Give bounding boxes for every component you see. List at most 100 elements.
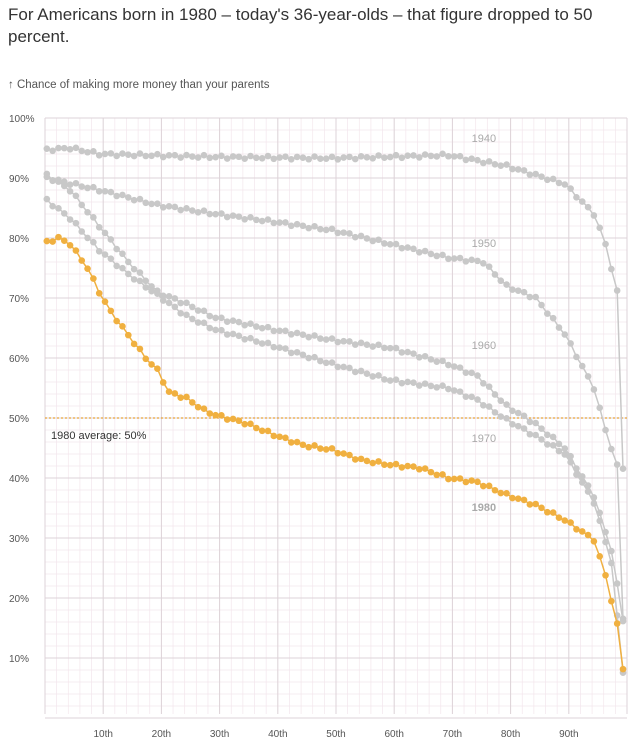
data-point-1980 <box>189 399 196 406</box>
data-point-1950 <box>101 187 109 195</box>
data-point-1940 <box>404 152 411 159</box>
y-tick-label: 90% <box>9 174 29 185</box>
data-point-1970 <box>590 500 598 507</box>
data-point-1960 <box>258 324 266 332</box>
data-point-1980 <box>497 489 505 497</box>
data-point-1960 <box>72 192 80 200</box>
series-label-1960: 1960 <box>472 340 496 352</box>
data-point-1960 <box>212 314 219 322</box>
data-point-1940 <box>276 154 283 161</box>
data-point-1960 <box>194 307 202 314</box>
x-tick-label: 90th <box>559 729 578 740</box>
data-point-1960 <box>60 182 68 190</box>
data-point-1960 <box>555 440 563 448</box>
data-point-1950 <box>613 461 621 468</box>
data-point-1950 <box>264 216 272 223</box>
data-point-1950 <box>549 314 557 322</box>
data-point-1940 <box>602 240 609 248</box>
data-point-1980 <box>346 451 353 459</box>
data-point-1950 <box>532 293 539 301</box>
data-point-1980 <box>305 443 313 451</box>
data-point-1960 <box>369 343 377 350</box>
data-point-1970 <box>317 357 324 365</box>
data-point-1960 <box>544 431 551 439</box>
data-point-1970 <box>398 379 406 387</box>
data-point-1970 <box>229 330 237 338</box>
data-point-1980 <box>311 442 318 449</box>
data-point-1940 <box>608 265 615 273</box>
data-point-1940 <box>538 173 545 180</box>
data-point-1970 <box>596 517 604 525</box>
data-point-1980 <box>381 461 388 469</box>
data-point-1980 <box>194 403 202 411</box>
data-point-1960 <box>43 170 51 178</box>
data-point-1950 <box>165 203 173 210</box>
data-point-1950 <box>485 263 493 270</box>
data-point-1980 <box>43 237 51 245</box>
data-point-1960 <box>107 236 115 243</box>
data-point-1960 <box>328 335 336 342</box>
data-point-1940 <box>159 153 167 161</box>
series-label-1970: 1970 <box>472 433 496 445</box>
data-point-1970 <box>328 359 336 366</box>
data-point-1970 <box>258 340 266 347</box>
data-point-1960 <box>276 327 283 335</box>
data-point-1970 <box>165 299 173 307</box>
data-point-1970 <box>287 349 295 357</box>
data-point-1940 <box>287 155 295 163</box>
data-point-1970 <box>346 364 353 372</box>
data-point-1970 <box>509 420 516 428</box>
data-point-1980 <box>596 553 604 560</box>
data-point-1980 <box>229 415 237 423</box>
data-point-1940 <box>125 151 132 158</box>
data-point-1950 <box>514 287 522 294</box>
data-point-1950 <box>491 271 499 278</box>
data-point-1980 <box>258 427 266 435</box>
data-point-1980 <box>49 238 56 245</box>
data-point-1980 <box>462 478 470 486</box>
data-point-1980 <box>66 242 74 249</box>
data-point-1960 <box>113 245 120 253</box>
data-point-1940 <box>573 194 580 201</box>
data-point-1970 <box>357 367 365 375</box>
data-point-1980 <box>613 620 621 627</box>
data-point-1980 <box>602 571 609 579</box>
data-point-1950 <box>334 229 342 237</box>
data-point-1940 <box>526 171 534 178</box>
y-tick-label: 80% <box>9 234 29 245</box>
data-point-1980 <box>503 490 510 497</box>
data-point-1950 <box>270 219 278 227</box>
data-point-1940 <box>154 150 161 158</box>
data-point-1980 <box>578 528 586 535</box>
data-point-1960 <box>381 344 388 352</box>
data-point-1960 <box>130 265 138 273</box>
data-point-1970 <box>49 202 56 210</box>
data-point-1940 <box>311 153 318 160</box>
data-point-1950 <box>555 324 563 331</box>
data-point-1960 <box>386 344 394 352</box>
data-point-1960 <box>468 369 475 377</box>
data-point-1960 <box>287 331 295 338</box>
data-point-1970 <box>386 377 394 384</box>
data-point-1970 <box>433 384 441 391</box>
data-point-1950 <box>410 245 417 253</box>
data-point-1970 <box>95 247 103 255</box>
data-point-1980 <box>485 482 493 490</box>
x-tick-label: 80th <box>501 729 520 740</box>
data-point-1950 <box>602 426 609 434</box>
data-point-1970 <box>567 458 574 466</box>
data-point-1980 <box>223 416 231 423</box>
data-point-1980 <box>573 525 580 533</box>
data-point-1970 <box>223 331 231 338</box>
data-point-1960 <box>159 292 167 300</box>
data-point-1970 <box>544 441 551 448</box>
y-tick-label: 10% <box>9 654 29 665</box>
data-point-1950 <box>154 200 161 207</box>
y-axis-label: ↑ Chance of making more money than your … <box>8 79 270 91</box>
data-point-1940 <box>462 156 470 164</box>
data-point-1980 <box>119 323 126 330</box>
data-point-1970 <box>561 451 569 458</box>
data-point-1940 <box>247 152 254 160</box>
data-point-1940 <box>416 154 423 161</box>
data-point-1960 <box>223 318 231 325</box>
